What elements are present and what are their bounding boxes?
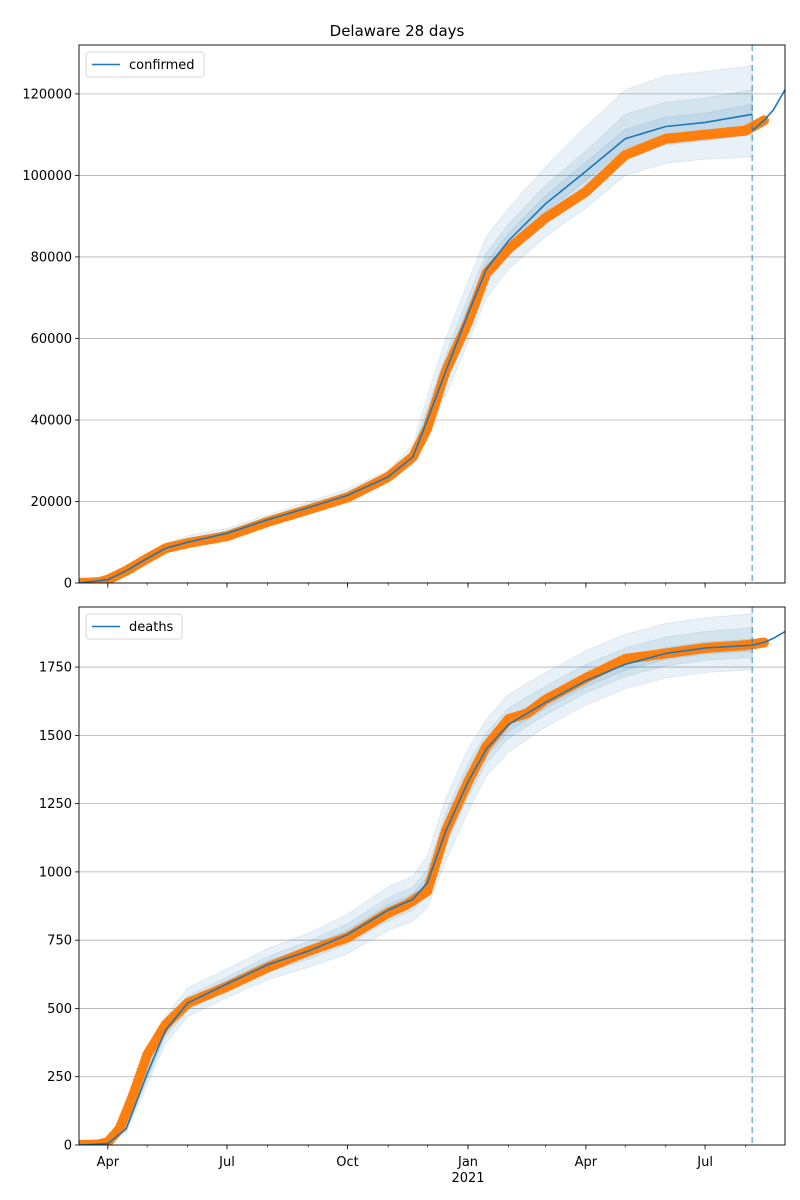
y-tick-label: 250 bbox=[47, 1070, 72, 1085]
y-tick-label: 60000 bbox=[31, 332, 72, 347]
confidence-band bbox=[79, 638, 753, 1145]
legend-box bbox=[85, 51, 205, 78]
x-tick-label: Jul bbox=[696, 1155, 713, 1170]
plot-frame bbox=[78, 44, 786, 584]
y-tick-label: 750 bbox=[47, 934, 72, 949]
y-tick-label: 500 bbox=[47, 1002, 72, 1017]
y-tick-label: 1000 bbox=[39, 865, 72, 880]
y-tick-label: 20000 bbox=[31, 495, 72, 510]
x-tick-year-label: 2021 bbox=[451, 1171, 484, 1186]
chart-title: Delaware 28 days bbox=[330, 22, 465, 40]
x-tick-label: Apr bbox=[97, 1155, 120, 1170]
deaths-chart: 0 250 500 750 1000 1250 1500 1750 Apr Jul Oct Jan20… bbox=[39, 606, 786, 1186]
confidence-band bbox=[79, 627, 753, 1145]
model-line bbox=[79, 644, 753, 1145]
y-tick-label: 120000 bbox=[22, 87, 72, 102]
forecast-line bbox=[751, 89, 785, 132]
legend-box bbox=[85, 613, 183, 640]
y-tick-label: 1250 bbox=[39, 797, 72, 812]
y-tick-label: 0 bbox=[64, 1139, 72, 1154]
y-tick-label: 0 bbox=[64, 577, 72, 592]
x-tick-label: Apr bbox=[575, 1155, 598, 1170]
y-tick-label: 40000 bbox=[31, 413, 72, 428]
legend-label: deaths bbox=[129, 620, 174, 635]
x-tick-label: Jul bbox=[218, 1155, 235, 1170]
y-tick-label: 1500 bbox=[39, 729, 72, 744]
legend: deaths bbox=[85, 613, 183, 640]
y-tick-label: 100000 bbox=[22, 169, 72, 184]
confidence-band bbox=[79, 103, 753, 583]
legend: confirmed bbox=[85, 51, 205, 78]
forecast-line bbox=[752, 630, 785, 646]
model-line bbox=[79, 113, 753, 583]
x-tick-label: Oct bbox=[336, 1155, 358, 1170]
y-tick-label: 1750 bbox=[39, 661, 72, 676]
confidence-band bbox=[79, 613, 753, 1145]
legend-label: confirmed bbox=[129, 58, 195, 73]
confirmed-chart: 0 20000 40000 60000 80000 100000 120000 confirm… bbox=[22, 44, 786, 592]
x-tick-label: Jan bbox=[457, 1155, 478, 1170]
y-tick-label: 80000 bbox=[31, 250, 72, 265]
plot-frame bbox=[78, 606, 786, 1146]
